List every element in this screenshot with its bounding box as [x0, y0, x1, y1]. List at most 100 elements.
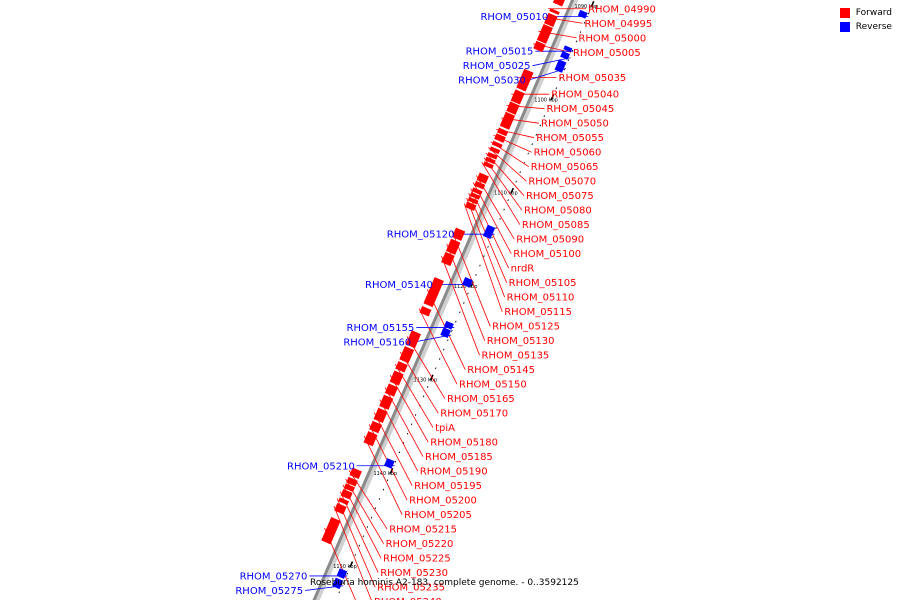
gene-block — [563, 45, 573, 53]
gene-block — [506, 101, 520, 115]
gene-label: RHOM_05130 — [487, 336, 555, 347]
minor-tick — [362, 535, 365, 538]
gene-block — [469, 192, 481, 200]
gene-label: RHOM_05210 — [287, 461, 355, 472]
gene-label: RHOM_05215 — [389, 525, 457, 536]
minor-tick — [531, 143, 533, 146]
gene-label: RHOM_05115 — [504, 307, 572, 318]
gene-feature — [462, 276, 475, 288]
gene-block — [474, 180, 486, 190]
tick-label: 1150 kbp — [333, 564, 357, 570]
gene-feature — [544, 9, 558, 28]
gene-label: RHOM_05080 — [524, 206, 592, 217]
gene-features — [321, 0, 590, 590]
minor-tick — [451, 330, 453, 332]
gene-label: RHOM_05125 — [492, 322, 560, 333]
minor-tick — [394, 460, 397, 463]
gene-label: RHOM_05120 — [387, 230, 455, 241]
leader-line — [333, 505, 372, 600]
minor-tick — [346, 572, 348, 575]
minor-tick — [483, 255, 485, 258]
tick-label: 1140 kbp — [373, 471, 397, 477]
major-tick — [550, 94, 555, 101]
gene-feature — [482, 224, 497, 240]
backbone-shadow — [314, 0, 579, 600]
gene-feature — [340, 486, 353, 500]
minor-tick — [374, 507, 377, 510]
gene-block — [321, 517, 341, 545]
minor-tick — [422, 395, 425, 398]
gene-label: RHOM_05235 — [377, 583, 445, 594]
gene-feature — [467, 193, 479, 205]
gene-feature — [536, 21, 553, 44]
gene-feature — [510, 86, 525, 105]
gene-label: RHOM_05180 — [430, 438, 498, 449]
gene-block — [369, 420, 382, 434]
gene-feature — [486, 148, 498, 160]
minor-tick — [547, 105, 550, 108]
gene-block — [560, 50, 570, 60]
gene-block — [338, 497, 349, 506]
gene-feature — [441, 248, 455, 267]
leader-line — [481, 162, 521, 225]
minor-tick — [406, 432, 409, 435]
gene-label: RHOM_05190 — [420, 467, 488, 478]
legend-forward-label: Forward — [855, 8, 892, 18]
minor-tick — [338, 591, 340, 594]
gene-block — [499, 111, 516, 130]
gene-label: RHOM_05160 — [343, 338, 411, 349]
minor-tick — [579, 31, 582, 34]
gene-label: RHOM_05045 — [546, 104, 614, 115]
minor-tick — [543, 115, 546, 118]
minor-tick — [519, 171, 521, 174]
gene-label: RHOM_05015 — [466, 47, 534, 58]
backbone-line — [312, 0, 575, 600]
gene-block — [443, 320, 454, 330]
gene-block — [379, 394, 394, 410]
gene-label: RHOM_05110 — [507, 293, 575, 304]
minor-tick — [459, 311, 461, 314]
minor-tick — [491, 236, 493, 239]
leader-line — [441, 256, 480, 356]
gene-feature — [445, 235, 461, 255]
gene-feature — [336, 568, 349, 579]
gene-block — [343, 483, 356, 493]
tick-label: 1130 kbp — [414, 377, 438, 383]
genome-caption: Roseburia hominis A2-183, complete genom… — [310, 578, 579, 588]
gene-label: tpiA — [435, 423, 455, 434]
gene-block — [482, 224, 496, 240]
gene-feature — [489, 143, 501, 155]
minor-tick — [410, 423, 413, 426]
gene-block — [462, 276, 473, 288]
leader-line — [532, 57, 571, 67]
legend: Forward Reverse — [839, 8, 892, 36]
leader-line — [466, 197, 506, 298]
minor-tick — [342, 582, 344, 584]
gene-feature — [346, 473, 358, 487]
minor-tick — [439, 358, 441, 360]
gene-block-top — [490, 224, 497, 240]
minor-tick — [378, 498, 381, 500]
gene-feature — [373, 404, 388, 423]
gene-block — [332, 577, 344, 590]
gene-block — [399, 346, 415, 364]
gene-label: RHOM_05035 — [559, 73, 627, 84]
legend-item-reverse: Reverse — [839, 22, 892, 32]
gene-feature — [554, 59, 568, 73]
gene-feature — [563, 45, 574, 53]
gene-label: RHOM_05055 — [536, 133, 604, 144]
gene-block-top — [447, 327, 453, 338]
gene-feature — [389, 367, 404, 386]
minor-tick — [475, 273, 477, 276]
gene-label: RHOM_05270 — [240, 571, 308, 582]
gene-block — [536, 24, 553, 44]
gene-feature — [423, 274, 444, 308]
gene-label: RHOM_05000 — [578, 33, 646, 44]
gene-feature — [452, 224, 466, 241]
gene-block-top — [343, 568, 349, 579]
gene-block — [373, 407, 388, 423]
leader-line — [389, 375, 429, 443]
leader-line — [339, 491, 379, 573]
gene-label: RHOM_05075 — [526, 191, 594, 202]
minor-tick — [443, 348, 445, 351]
